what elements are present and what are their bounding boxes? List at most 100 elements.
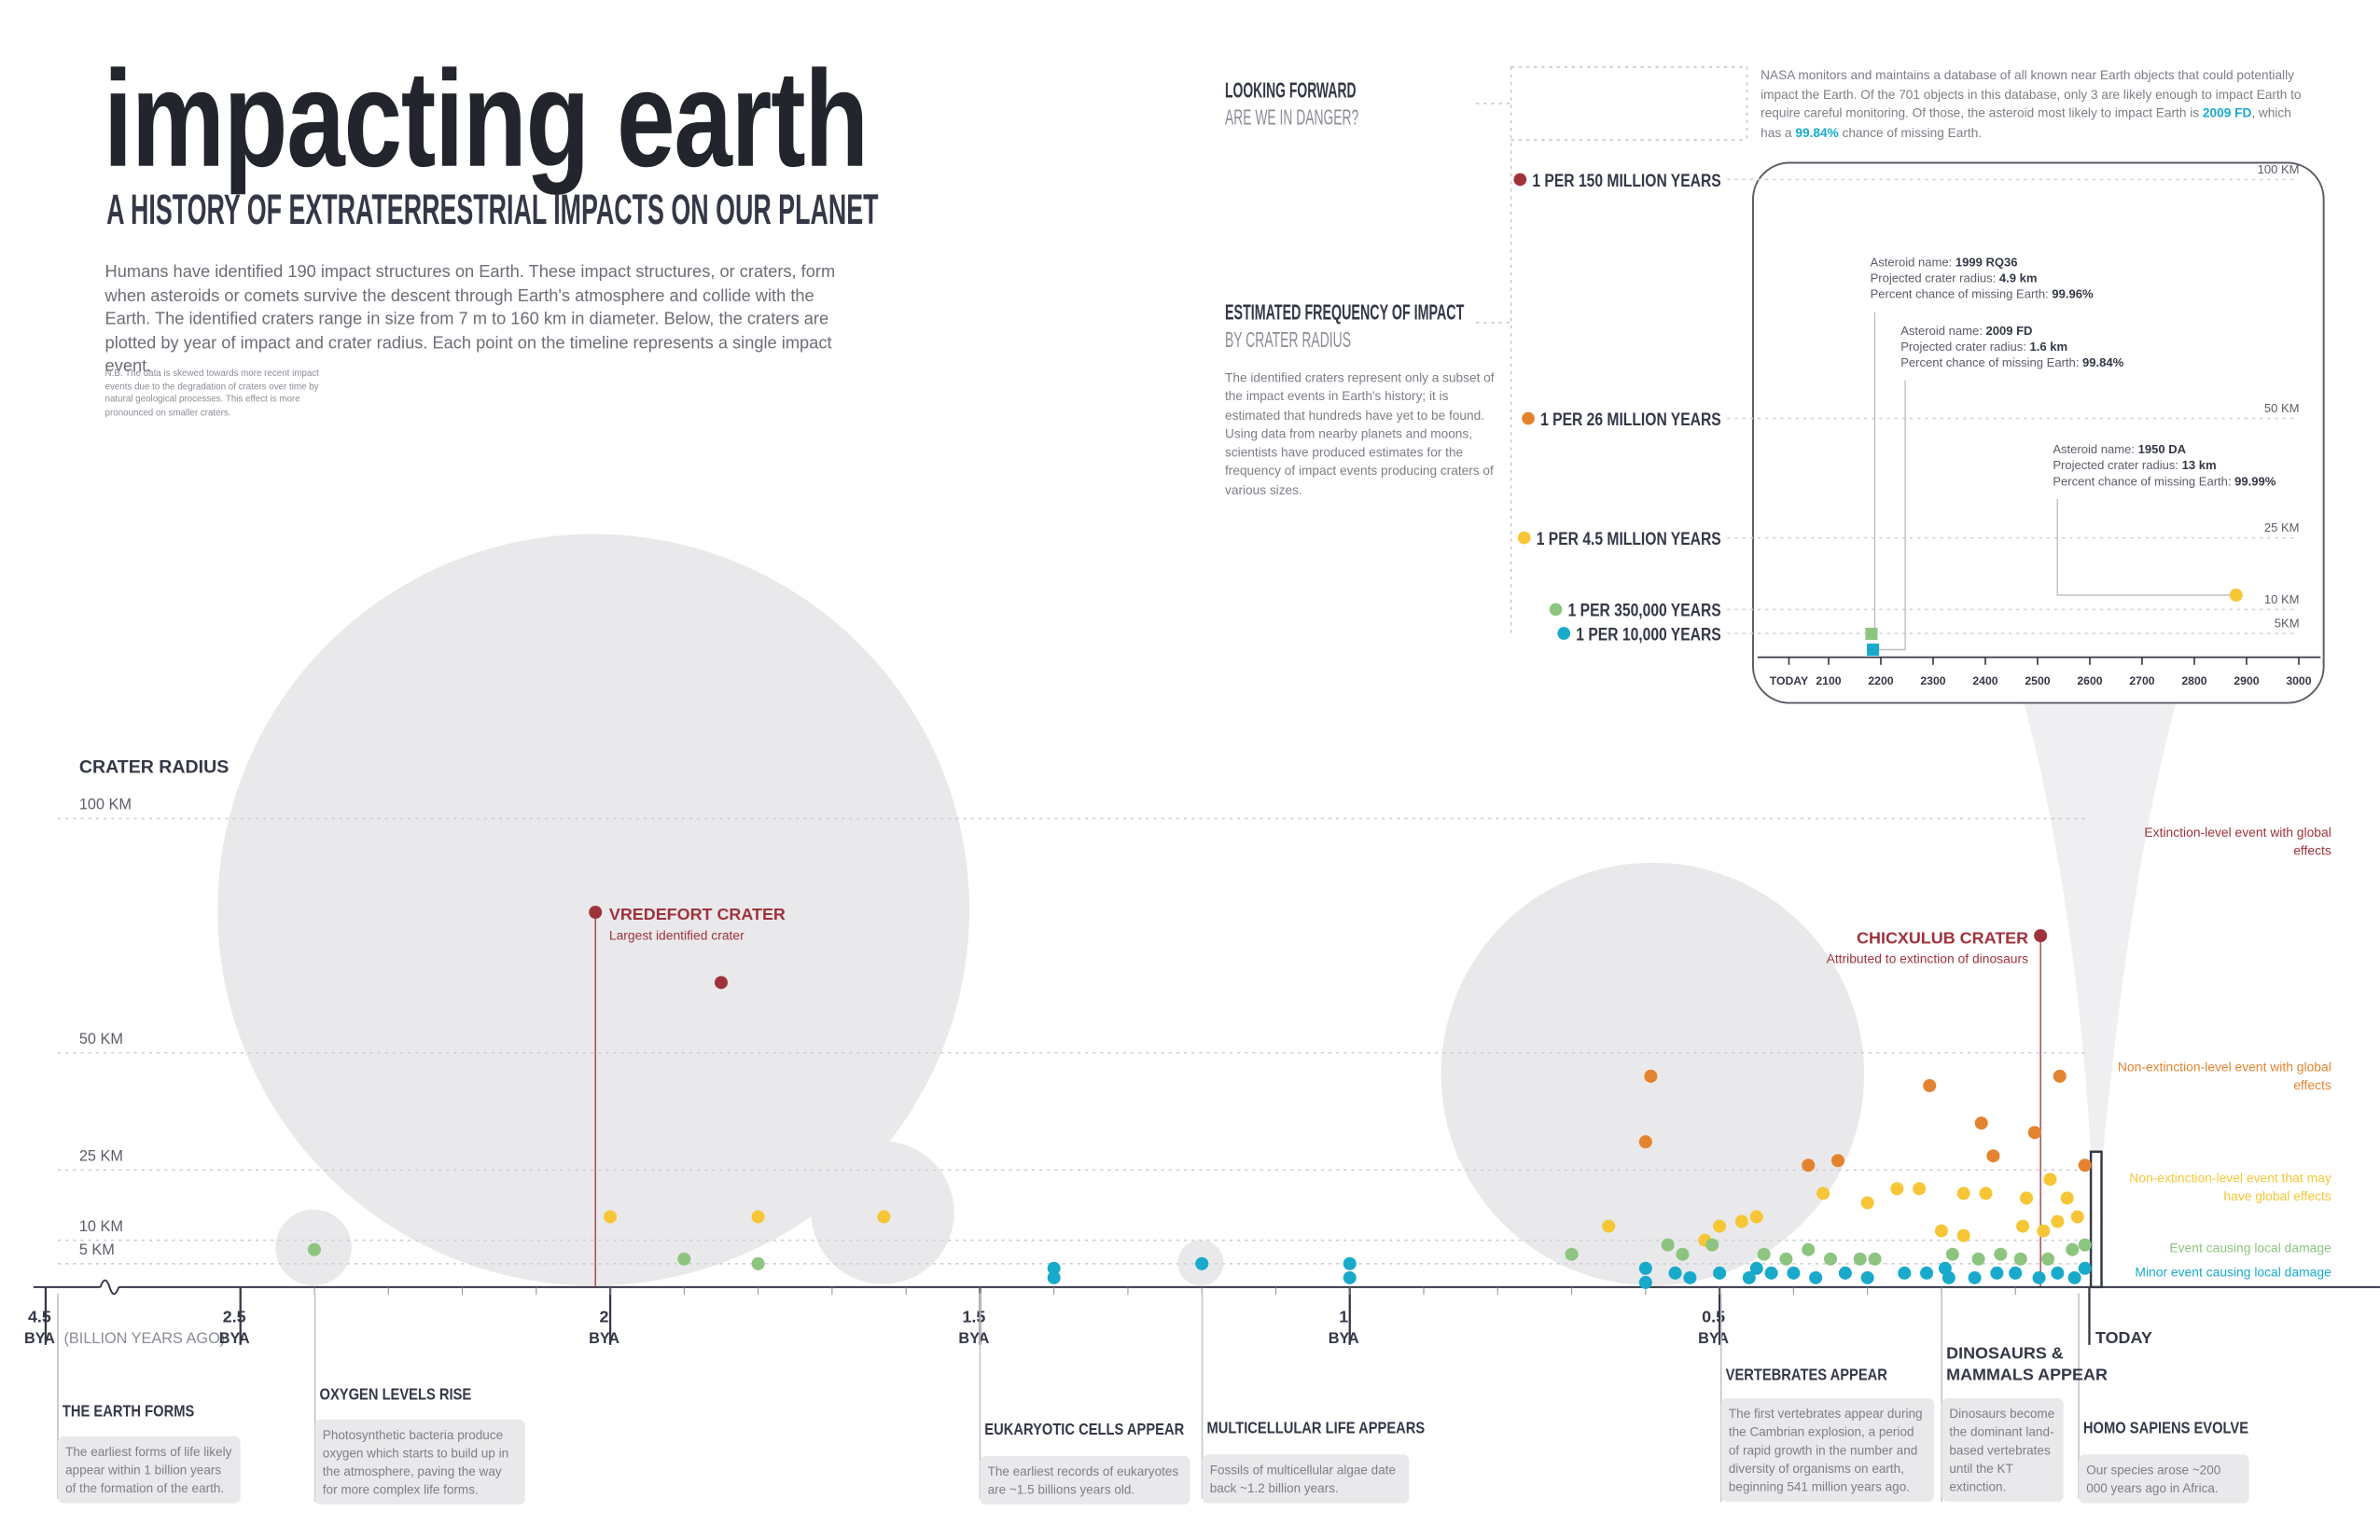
callout-value: 99.99%: [2234, 474, 2276, 488]
data-point: [1913, 1182, 1927, 1196]
data-point: [1923, 1078, 1937, 1092]
callout-text: Percent chance of missing Earth: 99.99%: [2053, 474, 2276, 488]
callout-value: 4.9 km: [1999, 271, 2038, 285]
data-point: [2051, 1214, 2065, 1228]
axis-break: [99, 1279, 120, 1296]
callout-value: 1950 DA: [2138, 442, 2187, 456]
halos: [217, 534, 1865, 1286]
legend-entry: Minor event causing local damage: [2135, 1264, 2331, 1280]
data-point: [1644, 1069, 1658, 1083]
event-title: DINOSAURS & MAMMALS APPEAR: [1946, 1344, 2108, 1385]
data-point: [1802, 1242, 1816, 1256]
data-point: [1779, 1252, 1793, 1266]
data-point: [1860, 1270, 1874, 1284]
data-point: [1824, 1252, 1838, 1266]
callout-value: 1.6 km: [2030, 340, 2068, 354]
callout-label: Projected crater radius:: [1871, 271, 1997, 285]
frequency-rate: 1 PER 26 MILLION YEARS: [1540, 409, 1721, 430]
event-title: HOMO SAPIENS EVOLVE: [2082, 1419, 2249, 1438]
x-tick-label: 3000: [2286, 674, 2311, 687]
data-point: [1860, 1196, 1874, 1210]
data-point: [2078, 1238, 2092, 1252]
x-unit-label: BYA: [958, 1330, 989, 1347]
x-axis-label: (BILLION YEARS AGO): [64, 1330, 226, 1347]
data-point: [2078, 1261, 2092, 1275]
data-point: [1195, 1256, 1209, 1270]
x-tick-label: 2100: [1816, 674, 1841, 687]
data-point: [751, 1256, 765, 1270]
callout-label: Projected crater radius:: [2053, 458, 2178, 472]
annotation-title: CHICXULUB CRATER: [1857, 928, 2028, 947]
x-unit-label: BYA: [1698, 1330, 1729, 1347]
data-point: [1830, 1154, 1844, 1168]
x-tick-label: 2.5: [223, 1307, 246, 1325]
data-point: [1713, 1219, 1727, 1233]
section-title: ESTIMATED FREQUENCY OF IMPACT: [1225, 299, 1465, 325]
callout-label: Percent chance of missing Earth:: [2053, 474, 2231, 488]
callout-line: [2056, 498, 2236, 596]
text-run: chance of missing Earth.: [1838, 123, 1983, 140]
data-point: [1343, 1270, 1357, 1284]
data-point: [2034, 929, 2048, 943]
frequency-rate: 1 PER 350,000 YEARS: [1568, 601, 1721, 621]
highlight: 99.84%: [1795, 123, 1839, 140]
data-point: [2066, 1242, 2080, 1256]
x-unit-label: BYA: [1329, 1330, 1359, 1347]
event-text: Photosynthetic bacteria produce oxygen w…: [314, 1419, 525, 1505]
y-tick-label: 10 KM: [2264, 592, 2300, 606]
event-title: OXYGEN LEVELS RISE: [319, 1385, 472, 1405]
section-title: LOOKING FORWARD: [1225, 77, 1357, 103]
intro: Humans have identified 190 impact struct…: [104, 263, 836, 376]
data-point: [2032, 1270, 2046, 1284]
note: N.B. The data is skewed towards more rec…: [104, 369, 319, 418]
x-tick-label: 2800: [2181, 674, 2206, 687]
x-tick-label: 2700: [2129, 674, 2154, 687]
data-point: [1764, 1266, 1778, 1280]
data-point: [1047, 1261, 1061, 1275]
x-tick-label: 2400: [1972, 674, 1997, 687]
data-point: [2043, 1172, 2057, 1186]
x-unit-label: BYA: [24, 1330, 55, 1347]
asteroid: [2229, 589, 2243, 603]
rate-dot: [1557, 627, 1571, 640]
data-point: [1890, 1182, 1904, 1196]
data-point: [307, 1242, 321, 1256]
x-tick-label: 1: [1339, 1307, 1348, 1325]
x-tick-label: 2600: [2077, 674, 2102, 687]
event-text: The earliest records of eukaryotes are ~…: [980, 1455, 1190, 1505]
rate-dot: [1522, 411, 1535, 425]
data-point: [2016, 1219, 2030, 1233]
legend-entry: Non-extinction-level event that may have…: [2129, 1170, 2331, 1204]
y-tick-label: 50 KM: [79, 1031, 123, 1047]
data-point: [1986, 1149, 2000, 1163]
callout-line: [1872, 380, 1906, 651]
event-text: Our species arose ~200 000 years ago in …: [2079, 1454, 2249, 1504]
data-point: [1994, 1247, 2008, 1261]
x-tick-label: 2500: [2025, 674, 2050, 687]
callout-label: Percent chance of missing Earth:: [1871, 287, 2049, 301]
data-point: [2078, 1158, 2092, 1172]
data-point: [2067, 1270, 2081, 1284]
callout-text: Asteroid name: 1950 DA: [2053, 442, 2186, 456]
data-point: [1734, 1214, 1748, 1228]
asteroid: [1867, 643, 1880, 656]
today-bracket: [2089, 1150, 2103, 1289]
section-subtitle: ARE WE IN DANGER?: [1225, 104, 1359, 130]
legend-entry: Extinction-level event with global effec…: [2144, 825, 2331, 858]
data-point: [1816, 1186, 1830, 1200]
rate-dot: [1549, 603, 1563, 617]
x-unit-label: BYA: [589, 1330, 619, 1347]
callout-label: Asteroid name:: [1900, 324, 1983, 338]
callout-text: Percent chance of missing Earth: 99.84%: [1900, 355, 2123, 369]
callout-value: 99.84%: [2082, 355, 2124, 369]
y-tick-label: 50 KM: [2264, 401, 2300, 415]
callout-text: Projected crater radius: 13 km: [2053, 458, 2216, 472]
data-point: [2009, 1266, 2023, 1280]
frequency-text: The identified craters represent only a …: [1225, 369, 1495, 498]
x-tick-label: 2900: [2234, 674, 2259, 687]
data-point: [2070, 1210, 2084, 1224]
x-tick-label: TODAY: [1770, 674, 1808, 687]
text-run: , which has a: [1761, 104, 2291, 140]
